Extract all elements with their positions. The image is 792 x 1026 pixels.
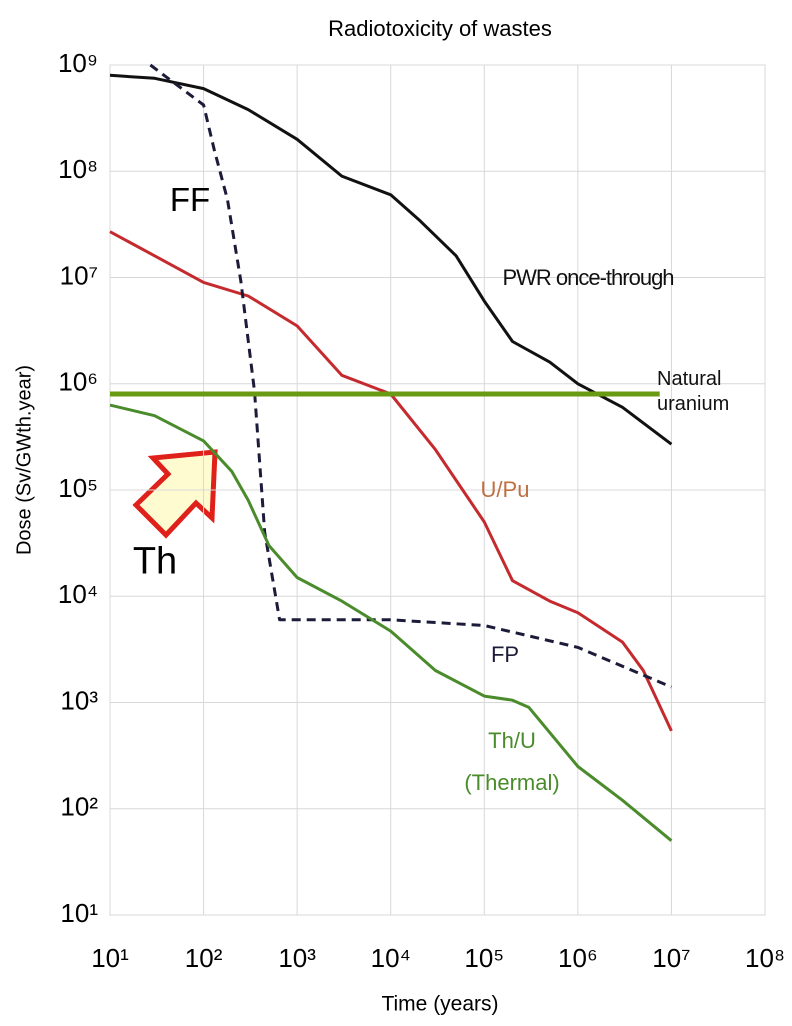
x-tick-label: 10⁵ bbox=[464, 943, 504, 973]
y-tick-label: 10⁸ bbox=[58, 154, 98, 184]
y-tick-label: 10⁹ bbox=[58, 48, 98, 78]
line bbox=[109, 403, 673, 842]
y-tick-label: 10³ bbox=[60, 685, 98, 715]
annotation: Th bbox=[132, 540, 178, 583]
x-tick-label: 10⁴ bbox=[371, 943, 411, 973]
y-tick-label: 10⁵ bbox=[58, 473, 98, 503]
x-tick-label: 10⁸ bbox=[745, 943, 785, 973]
y-tick-label: 10¹ bbox=[60, 898, 98, 928]
x-tick-label: 10¹ bbox=[91, 943, 129, 973]
x-axis-label: Time (years) bbox=[381, 993, 498, 1016]
y-axis-label: Dose (Sv/GWth.year) bbox=[13, 365, 35, 555]
chart-title: Radiotoxicity of wastes bbox=[328, 16, 552, 41]
series-label: PWR once-through bbox=[502, 265, 674, 290]
line bbox=[109, 230, 673, 732]
x-tick-label: 10⁶ bbox=[558, 943, 598, 973]
x-tick-label: 10³ bbox=[278, 943, 316, 973]
y-tick-label: 10⁷ bbox=[60, 260, 98, 290]
x-tick-label: 10⁷ bbox=[652, 943, 690, 973]
series-label: U/Pu bbox=[480, 477, 530, 502]
series-label: Natural uranium bbox=[657, 368, 730, 415]
annotation: FF bbox=[169, 181, 211, 218]
y-tick-label: 10² bbox=[60, 792, 98, 822]
y-tick-label: 10⁶ bbox=[58, 367, 98, 397]
line bbox=[149, 63, 672, 689]
series-label: Th/U (Thermal) bbox=[464, 728, 560, 795]
x-tick-label: 10² bbox=[185, 943, 223, 973]
series-label: FP bbox=[490, 642, 520, 667]
y-tick-label: 10⁴ bbox=[58, 579, 98, 609]
line bbox=[109, 73, 673, 446]
arrow bbox=[132, 449, 218, 539]
